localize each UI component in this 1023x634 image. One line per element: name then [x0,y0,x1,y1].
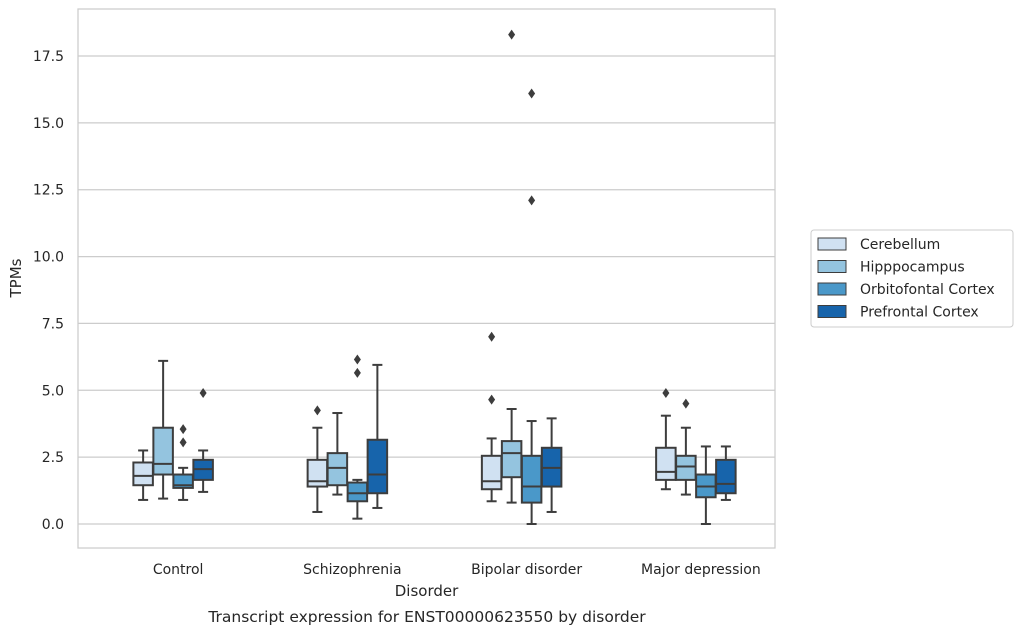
box-hipppocampus [500,29,523,504]
chart-caption: Transcript expression for ENST0000062355… [207,608,646,626]
box-orbitofontal-cortex [172,424,194,501]
legend-label: Orbitofontal Cortex [860,282,995,298]
outlier-point [488,394,496,405]
box-hipppocampus [675,398,697,496]
box-prefrontal-cortex [366,363,389,509]
box-iqr [326,452,349,487]
box-cerebellum [480,331,503,503]
x-tick-label: Major depression [641,562,761,578]
box-orbitofontal-cortex [520,88,543,525]
outlier-point [662,387,670,398]
box-cerebellum [655,387,677,491]
box-orbitofontal-cortex [695,445,717,525]
legend-swatch [817,282,847,296]
y-tick-label: 15.0 [33,116,64,132]
outlier-point [528,195,536,206]
box-prefrontal-cortex [715,445,737,501]
box-cerebellum [306,405,329,513]
y-tick-label: 7.5 [42,316,64,332]
y-tick-label: 12.5 [33,183,64,199]
x-tick-label: Control [153,562,204,578]
legend: Cerebellum Hipppocampus Orbitofontal Corte… [810,229,1014,328]
box-orbitofontal-cortex [346,354,369,520]
gridlines [78,55,775,525]
x-tick-label: Bipolar disorder [471,562,582,578]
outlier-point [353,367,361,378]
outlier-point [313,405,321,416]
box-iqr [675,454,697,481]
box-iqr [346,481,369,503]
legend-swatch [817,237,847,251]
box-iqr [520,454,543,504]
y-tick-label: 0.0 [42,517,64,533]
legend-label: Cerebellum [860,237,940,253]
box-prefrontal-cortex [192,387,214,493]
plot-frame [77,8,776,549]
box-iqr [715,458,737,495]
y-tick-label: 5.0 [42,383,64,399]
box-iqr [500,440,523,479]
box-hipppocampus [326,412,349,496]
box-iqr [132,461,154,487]
y-tick-label: 17.5 [33,49,64,65]
x-axis: Control Schizophrenia Bipolar disorder Majo… [153,562,761,578]
legend-label: Prefrontal Cortex [860,305,979,321]
legend-label: Hipppocampus [860,260,965,276]
outlier-point [508,29,516,40]
outlier-point [179,437,187,448]
boxes-layer [132,29,737,525]
box-iqr [306,458,329,488]
outlier-point [199,387,207,398]
box-iqr [480,454,503,491]
box-prefrontal-cortex [540,417,563,513]
outlier-point [179,424,187,435]
outlier-point [528,88,536,99]
box-cerebellum [132,449,154,501]
y-tick-label: 2.5 [42,450,64,466]
y-axis-title: TPMs [7,258,25,298]
box-iqr [152,426,174,476]
box-iqr [366,438,389,495]
legend-frame [810,229,1014,328]
y-tick-label: 10.0 [33,250,64,266]
x-tick-label: Schizophrenia [303,562,401,578]
legend-swatch [817,305,847,318]
outlier-point [353,354,361,365]
box-iqr [655,446,677,481]
legend-swatch [817,260,847,273]
outlier-point [488,331,496,342]
y-axis: 0.0 2.5 5.0 7.5 10.0 12.5 15.0 17.5 [33,49,64,533]
outlier-point [682,398,690,409]
x-axis-title: Disorder [395,582,459,600]
box-hipppocampus [152,359,174,500]
